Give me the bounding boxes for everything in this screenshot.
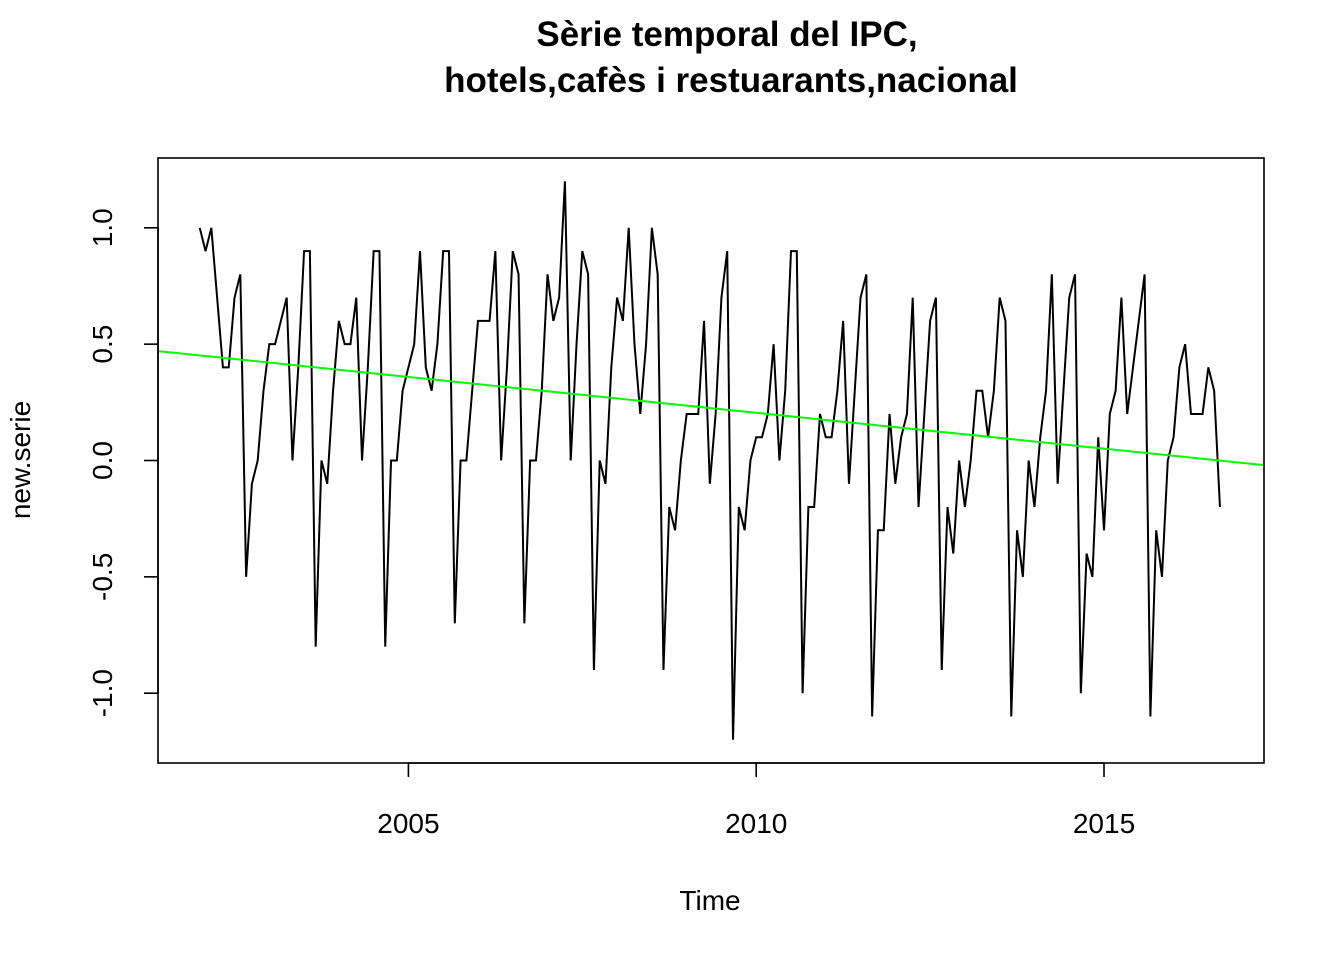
y-tick-label: 1.0 — [87, 208, 118, 247]
plot-area — [157, 181, 1265, 740]
y-tick-label: -1.0 — [87, 669, 118, 717]
x-tick-label: 2005 — [377, 808, 439, 839]
x-tick-label: 2010 — [725, 808, 787, 839]
series-line — [198, 181, 1221, 740]
x-tick-label: 2015 — [1073, 808, 1135, 839]
x-axis: 2005 2010 2015 — [377, 762, 1135, 839]
y-tick-label: -0.5 — [87, 553, 118, 601]
y-tick-label: 0.5 — [87, 325, 118, 364]
trend-line — [157, 350, 1265, 467]
x-axis-label: Time — [679, 885, 740, 916]
y-tick-label: 0.0 — [87, 441, 118, 480]
y-axis: -1.0 -0.5 0.0 0.5 1.0 — [87, 208, 159, 717]
chart-title-line-2: hotels,cafès i restuarants,nacional — [444, 61, 1018, 100]
y-axis-label: new.serie — [5, 401, 36, 519]
chart-title-line-1: Sèrie temporal del IPC, — [536, 15, 917, 54]
